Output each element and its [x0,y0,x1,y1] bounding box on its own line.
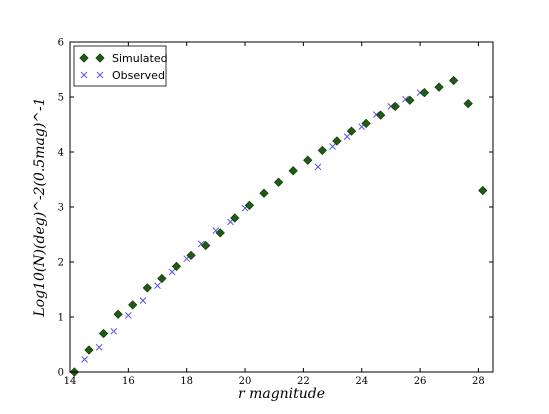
y-tick-label: 6 [58,38,64,49]
x-tick-label: 14 [64,376,77,387]
y-tick-label: 0 [58,368,64,379]
observed-point [139,297,147,304]
x-tick-label: 16 [122,376,135,387]
simulated-point [215,228,225,238]
x-tick-label: 20 [239,376,252,387]
observed-point [329,143,336,150]
observed-point [343,133,351,140]
simulated-point [171,261,182,272]
legend: Simulated Observed [73,45,168,87]
observed-point [124,311,132,319]
simulated-point [230,213,240,223]
legend-simulated-marker [95,53,105,63]
legend-observed-marker [96,71,104,79]
simulated-point [113,309,123,319]
simulated-point [390,101,400,111]
observed-point [168,268,176,276]
x-tick-label: 26 [414,376,427,387]
simulated-point [434,82,444,92]
simulated-point [186,250,196,261]
simulated-point [448,75,459,86]
simulated-point [419,87,430,98]
y-tick-label: 4 [58,148,64,159]
simulated-point [405,95,415,105]
simulated-point [317,145,327,155]
x-tick-label: 24 [355,376,368,387]
simulated-point [478,185,488,196]
x-tick-label: 22 [297,376,310,387]
y-tick-label: 2 [58,258,64,269]
simulated-point [303,155,313,165]
legend-label: Observed [112,69,165,82]
observed-point [314,163,322,171]
observed-point [81,355,88,363]
simulated-point [201,240,211,251]
simulated-point [98,328,109,339]
legend-observed-marker [80,71,88,79]
simulated-point [157,273,167,284]
plot-frame [69,41,494,373]
legend-simulated-marker [79,53,89,63]
simulated-point [332,136,342,146]
simulated-point [244,200,255,210]
simulated-point [346,126,357,136]
x-tick-label: 28 [472,376,485,387]
simulated-point [361,118,371,129]
legend-box [73,45,167,87]
y-tick-label: 5 [58,93,64,104]
y-axis-title: Log10(N)(deg)^-2(0.5mag)^-1 [32,97,48,317]
simulated-point [84,345,94,355]
observed-point [110,327,118,335]
simulated-point [463,98,473,109]
observed-point [154,282,161,290]
y-tick-label: 3 [58,203,64,214]
y-tick-label: 1 [58,313,64,324]
simulated-point [288,166,298,176]
simulated-point [273,177,284,187]
simulated-point [142,283,152,293]
simulated-point [128,300,138,310]
x-axis-title: r magnitude [238,386,325,402]
observed-point [95,343,103,351]
legend-label: Simulated [112,52,168,65]
simulated-point [376,110,386,120]
simulated-point [259,188,269,198]
x-tick-label: 18 [180,376,193,387]
